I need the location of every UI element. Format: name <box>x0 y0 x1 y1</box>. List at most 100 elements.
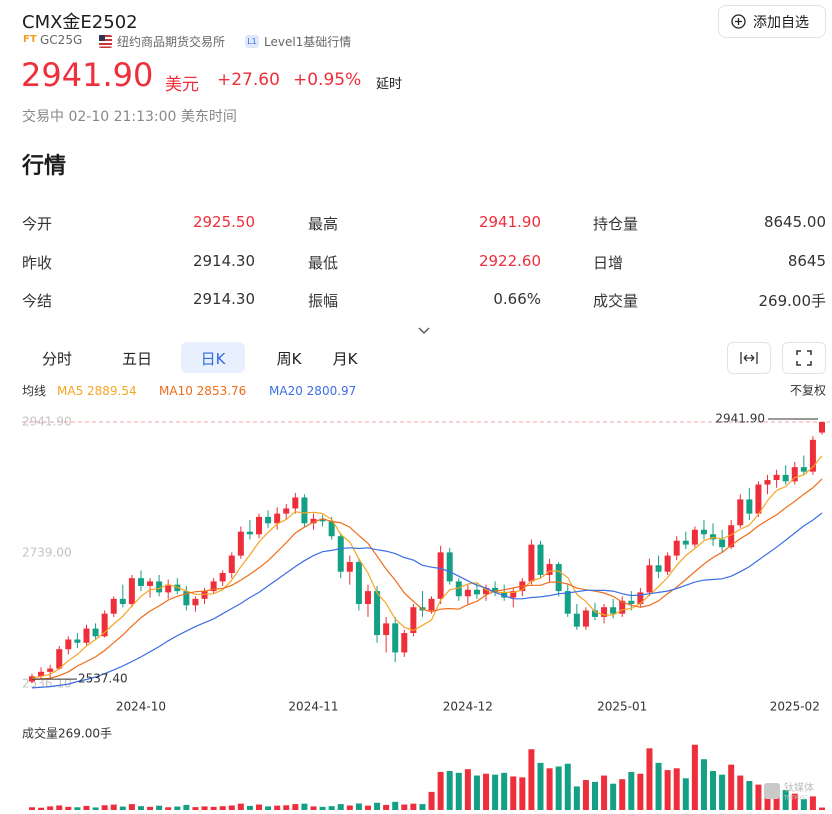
volume-bar <box>310 806 317 810</box>
add-watchlist-button[interactable]: 添加自选 <box>718 5 826 38</box>
volume-bar <box>437 771 444 810</box>
volume-bar <box>383 804 390 810</box>
stat-label: 持仓量 <box>593 215 639 233</box>
candle-body <box>110 598 117 614</box>
volume-bar <box>147 806 154 810</box>
candle-body <box>192 598 199 606</box>
candle-body <box>800 467 807 472</box>
high-label: 2941.90 <box>715 412 765 426</box>
candle-body <box>337 536 344 572</box>
candle-body <box>183 591 190 606</box>
volume-bar <box>83 805 90 810</box>
legend-entry: MA10 2853.76 <box>159 384 246 398</box>
candle-body <box>210 581 217 592</box>
candle-body <box>246 531 253 535</box>
candle-body <box>228 555 235 574</box>
volume-bar <box>401 804 408 810</box>
watermark-sub: TMTPOST <box>783 796 809 802</box>
legend-entry: MA5 2889.54 <box>57 384 137 398</box>
volume-bar <box>483 773 490 810</box>
candle-body <box>473 589 480 595</box>
volume-bar <box>165 807 172 810</box>
tab[interactable]: 周K <box>276 350 302 368</box>
candle-body <box>165 584 172 593</box>
candle-body <box>237 531 244 556</box>
candle-body <box>728 525 735 548</box>
candle-body <box>101 613 108 637</box>
candle-body <box>646 565 653 593</box>
x-tick-label: 2024-11 <box>288 700 338 714</box>
candle-body <box>256 516 263 535</box>
fullscreen-icon <box>796 350 812 366</box>
legend-name: MA10 <box>159 384 193 398</box>
candle-body <box>791 467 798 482</box>
candle-body <box>301 497 308 524</box>
volume-bar <box>582 780 589 810</box>
volume-title: 成交量269.00手 <box>22 726 112 741</box>
candle-body <box>83 628 90 643</box>
x-tick-label: 2024-12 <box>443 700 493 714</box>
volume-bar <box>555 766 562 810</box>
volume-bar <box>637 773 644 810</box>
volume-bar <box>355 803 362 810</box>
candle-body <box>710 534 717 540</box>
fullscreen-button[interactable] <box>782 342 826 374</box>
volume-bar <box>419 804 426 810</box>
candle-body <box>464 589 471 597</box>
candle-body <box>128 578 135 605</box>
candle-body <box>455 581 462 597</box>
volume-bar <box>47 806 54 810</box>
legend-name: MA5 <box>57 384 83 398</box>
tab[interactable]: 日K <box>200 350 226 368</box>
range-button[interactable] <box>727 342 771 374</box>
candle-body <box>591 610 598 617</box>
currency: 美元 <box>165 75 199 95</box>
legend-value: 2889.54 <box>87 384 137 398</box>
volume-bar <box>628 771 635 810</box>
tab[interactable]: 五日 <box>121 350 152 368</box>
ma-label: 均线 <box>22 384 46 398</box>
candle-body <box>610 607 617 614</box>
candle-body <box>619 600 626 614</box>
volume-bar <box>737 775 744 810</box>
volume-bar <box>591 781 598 810</box>
candle-body <box>746 499 753 514</box>
ma-legend: 均线 <box>22 384 46 398</box>
tab[interactable]: 月K <box>332 350 358 368</box>
volume-bar <box>546 768 553 810</box>
candle-body <box>401 633 408 653</box>
stat-label: 最高 <box>308 215 339 233</box>
candle-body <box>764 480 771 485</box>
low-label: 2537.40 <box>78 672 128 686</box>
volume-bar <box>301 803 308 810</box>
volume-bar <box>219 806 226 810</box>
candle-body <box>392 623 399 653</box>
candle-body <box>410 607 417 634</box>
volume-bar <box>764 790 771 810</box>
candle-body <box>719 539 726 548</box>
volume-bar <box>292 804 299 810</box>
volume-bar <box>428 791 435 810</box>
stat-value: 0.66% <box>493 290 541 308</box>
candle-body <box>219 573 226 582</box>
candle-body <box>655 565 662 572</box>
expand-chevron[interactable] <box>417 326 431 336</box>
tab[interactable]: 分时 <box>41 350 72 368</box>
volume-bar <box>682 778 689 810</box>
volume-bar <box>601 775 608 810</box>
candle-body <box>628 600 635 605</box>
volume-bar <box>501 772 508 810</box>
watermark-icon <box>764 783 780 799</box>
candle-body <box>428 598 435 611</box>
volume-bar <box>809 796 816 810</box>
candle-body <box>119 598 126 605</box>
candle-body <box>355 562 362 605</box>
badge: FT <box>23 34 37 45</box>
volume-bar <box>228 805 235 810</box>
volume-bar <box>110 804 117 810</box>
status: 交易中 02-10 21:13:00 美东时间 <box>22 109 237 125</box>
volume-bar <box>346 805 353 810</box>
stat-value: 2914.30 <box>192 252 255 270</box>
volume-bar <box>119 806 126 810</box>
candle-body <box>673 540 680 556</box>
